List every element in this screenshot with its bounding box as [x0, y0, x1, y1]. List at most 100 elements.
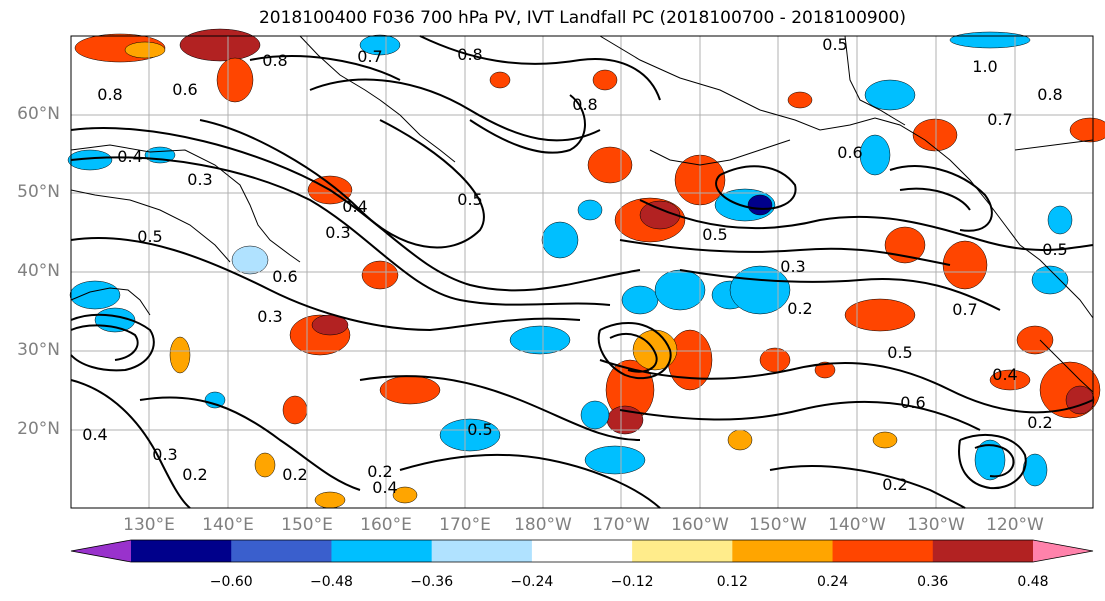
- pv-anomaly-patch: [912, 118, 958, 152]
- pv-anomaly-patch: [949, 31, 1031, 49]
- colorbar-tick-label: 0.24: [816, 574, 849, 590]
- pv-anomaly-patch: [169, 336, 191, 374]
- contour-label: 0.6: [272, 267, 297, 286]
- pv-anomaly-patch: [216, 57, 254, 103]
- pv-anomaly-patch: [541, 221, 579, 259]
- coastlines: [70, 35, 1094, 393]
- pv-anomaly-patch: [361, 260, 399, 290]
- colorbar-outline: [70, 539, 1094, 563]
- pv-anomaly-patch: [1047, 205, 1073, 235]
- pv-anomaly-patch: [989, 369, 1031, 391]
- lat-lon-grid: [71, 36, 1093, 508]
- lon-label: 160°W: [671, 515, 729, 535]
- contour-label: 0.2: [787, 299, 812, 318]
- colorbar-swatch: [932, 540, 1034, 562]
- pv-anomaly-patch: [392, 486, 418, 504]
- contour-label: 0.2: [882, 475, 907, 494]
- pv-anomaly-patch: [509, 325, 571, 355]
- colorbar-tick-label: −0.12: [610, 574, 654, 590]
- colorbar-extend-low: [71, 540, 131, 562]
- colorbar-swatch: [531, 540, 633, 562]
- contour-label: 0.6: [900, 393, 925, 412]
- pv-anomaly-patch: [67, 149, 113, 171]
- pv-anomaly-patch: [489, 71, 511, 89]
- contour-label: 0.8: [1037, 85, 1062, 104]
- contour-labels: 0.8 0.7 0.80.60.80.51.00.80.40.30.50.50.40…: [82, 35, 1067, 497]
- lon-label: 160°E: [360, 515, 412, 535]
- colorbar-tick-label: 0.60: [1098, 574, 1105, 590]
- pv-anomaly-patch: [667, 329, 713, 391]
- map-frame: [70, 35, 1094, 509]
- pv-anomaly-patch: [282, 395, 308, 425]
- contour-label: 0.4: [82, 425, 107, 444]
- pv-anomaly-patch: [814, 361, 836, 379]
- colorbar-tick-label: 0.12: [716, 574, 748, 590]
- pv-anomaly-patch: [942, 240, 988, 290]
- contour-label: 0.4: [372, 478, 397, 497]
- contour-label: 0.5: [887, 343, 912, 362]
- pv-anomaly-patch: [872, 431, 898, 449]
- colorbar-swatch: [331, 540, 433, 562]
- contour-label: 0.8: [262, 51, 287, 70]
- pv-anomaly-patch: [727, 429, 753, 451]
- pv-anomaly-patch: [587, 146, 633, 184]
- contour-label: 0.5: [467, 420, 492, 439]
- pv-anomaly-patch: [439, 418, 501, 452]
- pv-anomaly-patch: [844, 298, 916, 332]
- pv-anomaly-patch: [577, 199, 603, 221]
- contour-label: 0.5: [1042, 240, 1067, 259]
- pv-anomaly-patch: [69, 280, 121, 310]
- pv-anomaly-patch: [311, 314, 349, 336]
- map-plot: 0.8 0.7 0.80.60.80.51.00.80.40.30.50.50.40…: [67, 28, 1105, 509]
- colorbar-swatch: [231, 540, 332, 562]
- colorbar-tick-label: −0.48: [309, 574, 353, 590]
- lat-label: 60°N: [17, 104, 60, 124]
- colorbar-tick-label: −0.24: [510, 574, 554, 590]
- lon-label: 180°W: [514, 515, 572, 535]
- contour-label: 0.3: [780, 257, 805, 276]
- lat-label: 20°N: [17, 419, 60, 439]
- pv-anomaly-patch: [759, 347, 791, 373]
- contour-label: 0.3: [325, 223, 350, 242]
- colorbar-swatches: [70, 539, 1094, 563]
- pv-anomaly-patch: [621, 285, 659, 315]
- colorbar-tick-label: 0.36: [917, 574, 949, 590]
- contour-label: 0.3: [152, 445, 177, 464]
- colorbar-swatch: [131, 540, 232, 562]
- lat-label: 40°N: [17, 261, 60, 281]
- contour-label: 0.6: [172, 80, 197, 99]
- pv-anomaly-patch: [580, 400, 610, 430]
- contour-label: 0.4: [117, 147, 142, 166]
- colorbar-swatch: [431, 540, 533, 562]
- contour-label: 0.8: [97, 85, 122, 104]
- pv-anomaly-patch: [1069, 117, 1105, 143]
- lat-label: 50°N: [17, 182, 60, 202]
- pv-anomaly-patch: [639, 200, 681, 230]
- pv-shading: [67, 28, 1105, 509]
- pv-anomaly-patch: [231, 245, 269, 275]
- pv-anomaly-patch: [359, 34, 401, 56]
- pv-anomaly-patch: [864, 79, 916, 111]
- pv-anomaly-patch: [314, 491, 346, 509]
- pv-anomaly-patch: [654, 269, 706, 311]
- contour-label: 0.3: [257, 307, 282, 326]
- colorbar-tick-label: −0.36: [410, 574, 454, 590]
- pv-anomaly-patch: [884, 226, 926, 264]
- contour-label: 0.3: [187, 170, 212, 189]
- lon-label: 130°W: [907, 515, 965, 535]
- contour-label: 0.4: [342, 197, 367, 216]
- contour-label: 0.7: [987, 110, 1012, 129]
- contour-label: 0.5: [822, 35, 847, 54]
- contour-label: 0.5: [137, 227, 162, 246]
- lon-label: 140°W: [828, 515, 886, 535]
- contour-label: 0.8: [572, 95, 597, 114]
- lon-label: 150°E: [281, 515, 333, 535]
- map-title: 2018100400 F036 700 hPa PV, IVT Landfall…: [258, 8, 906, 28]
- lon-label: 120°W: [986, 515, 1044, 535]
- pv-anomaly-patch: [179, 28, 261, 62]
- lon-label: 140°E: [202, 515, 254, 535]
- colorbar-swatch: [832, 540, 934, 562]
- ivt-contours: [70, 35, 1094, 509]
- lon-label: 150°W: [749, 515, 807, 535]
- colorbar-extend-high: [1033, 540, 1093, 562]
